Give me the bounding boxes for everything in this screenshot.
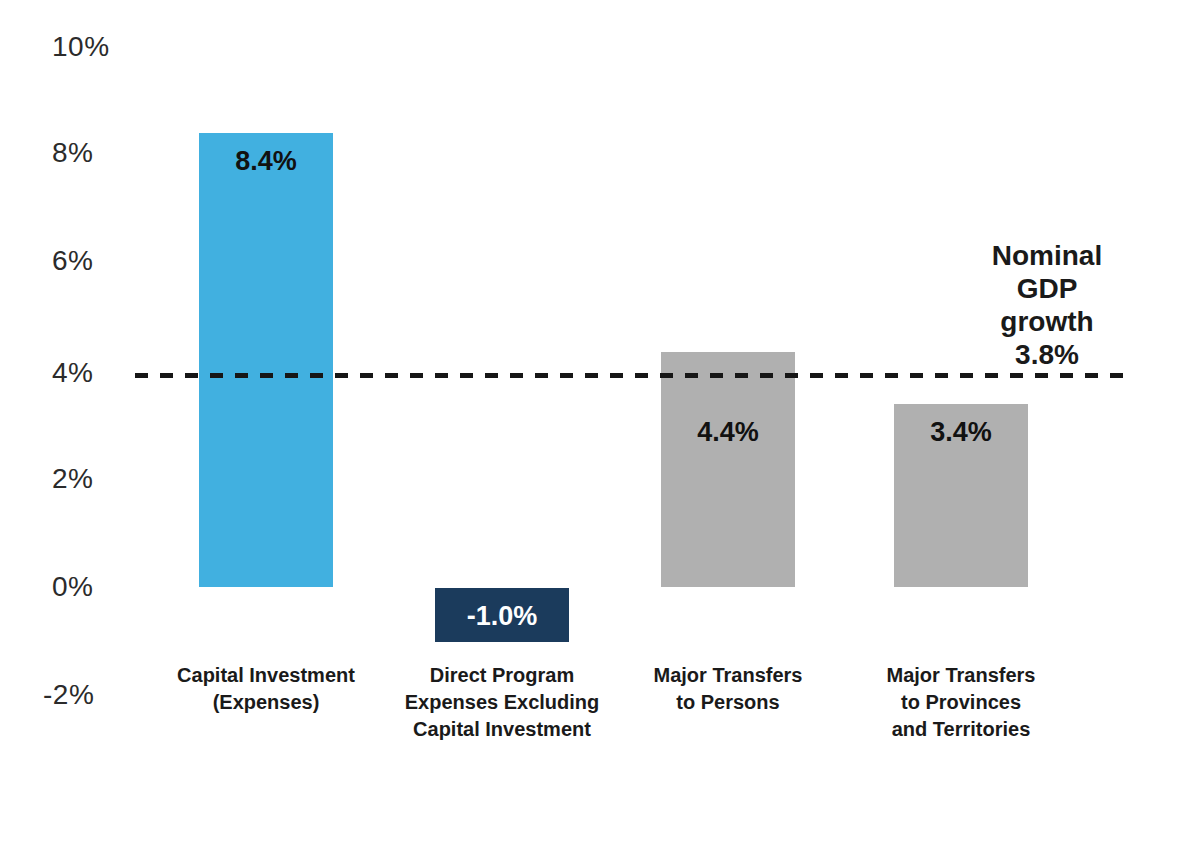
- y-axis-tick-0: 0%: [52, 571, 93, 603]
- y-axis-tick-4: 4%: [52, 357, 93, 389]
- bar-chart: 10% 8% 6% 4% 2% 0% -2% 8.4% -1.0% 4.4% 3…: [0, 0, 1200, 842]
- gdp-growth-reference-line: [135, 373, 1128, 378]
- bar-major-transfers-persons: [661, 352, 795, 587]
- y-axis-tick-6: 6%: [52, 245, 93, 277]
- bar-capital-investment: [199, 133, 333, 587]
- category-label-transfers-provinces: Major Transfers to Provinces and Territo…: [836, 662, 1086, 743]
- bar-value-transfers-provinces: 3.4%: [930, 417, 992, 448]
- y-axis-tick-8: 8%: [52, 137, 93, 169]
- y-axis-tick-10: 10%: [52, 31, 110, 63]
- category-label-capital-investment: Capital Investment (Expenses): [141, 662, 391, 716]
- gdp-growth-annotation: Nominal GDP growth 3.8%: [971, 239, 1124, 371]
- bar-value-transfers-persons: 4.4%: [697, 417, 759, 448]
- bar-value-direct-program: -1.0%: [467, 601, 538, 632]
- bar-value-capital-investment: 8.4%: [235, 146, 297, 177]
- y-axis-tick-2: 2%: [52, 463, 93, 495]
- category-label-transfers-persons: Major Transfers to Persons: [603, 662, 853, 716]
- y-axis-tick-neg2: -2%: [43, 679, 94, 711]
- category-label-direct-program: Direct Program Expenses Excluding Capita…: [377, 662, 627, 743]
